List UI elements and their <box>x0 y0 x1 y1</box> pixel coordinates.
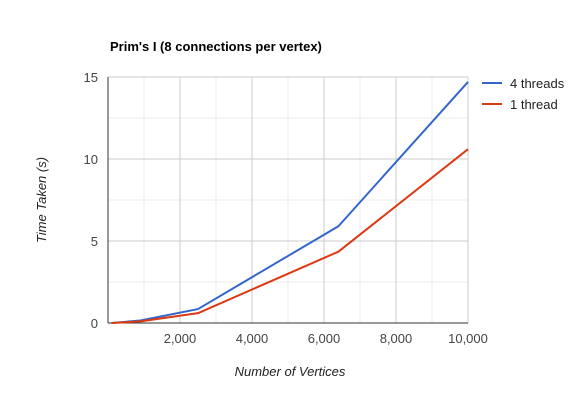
legend: 4 threads 1 thread <box>482 76 565 112</box>
legend-label: 4 threads <box>510 76 565 91</box>
y-tick-label: 5 <box>91 234 98 249</box>
y-axis-title: Time Taken (s) <box>34 157 49 243</box>
axes <box>107 77 468 324</box>
x-tick-label: 8,000 <box>380 331 413 346</box>
x-tick-label: 2,000 <box>164 331 197 346</box>
legend-label: 1 thread <box>510 97 558 112</box>
x-tick-label: 10,000 <box>448 331 488 346</box>
y-tick-label: 10 <box>84 152 98 167</box>
tick-labels: 2,000 4,000 6,000 8,000 10,000 0 5 10 15 <box>84 70 488 346</box>
chart-title: Prim's I (8 connections per vertex) <box>110 39 322 54</box>
series-lines <box>111 81 469 324</box>
y-tick-label: 15 <box>84 70 98 85</box>
series-line-one-thread <box>111 148 469 324</box>
grid-lines <box>108 76 469 323</box>
y-tick-label: 0 <box>91 316 98 331</box>
x-axis-title: Number of Vertices <box>235 364 346 379</box>
x-tick-label: 4,000 <box>236 331 269 346</box>
x-tick-label: 6,000 <box>308 331 341 346</box>
